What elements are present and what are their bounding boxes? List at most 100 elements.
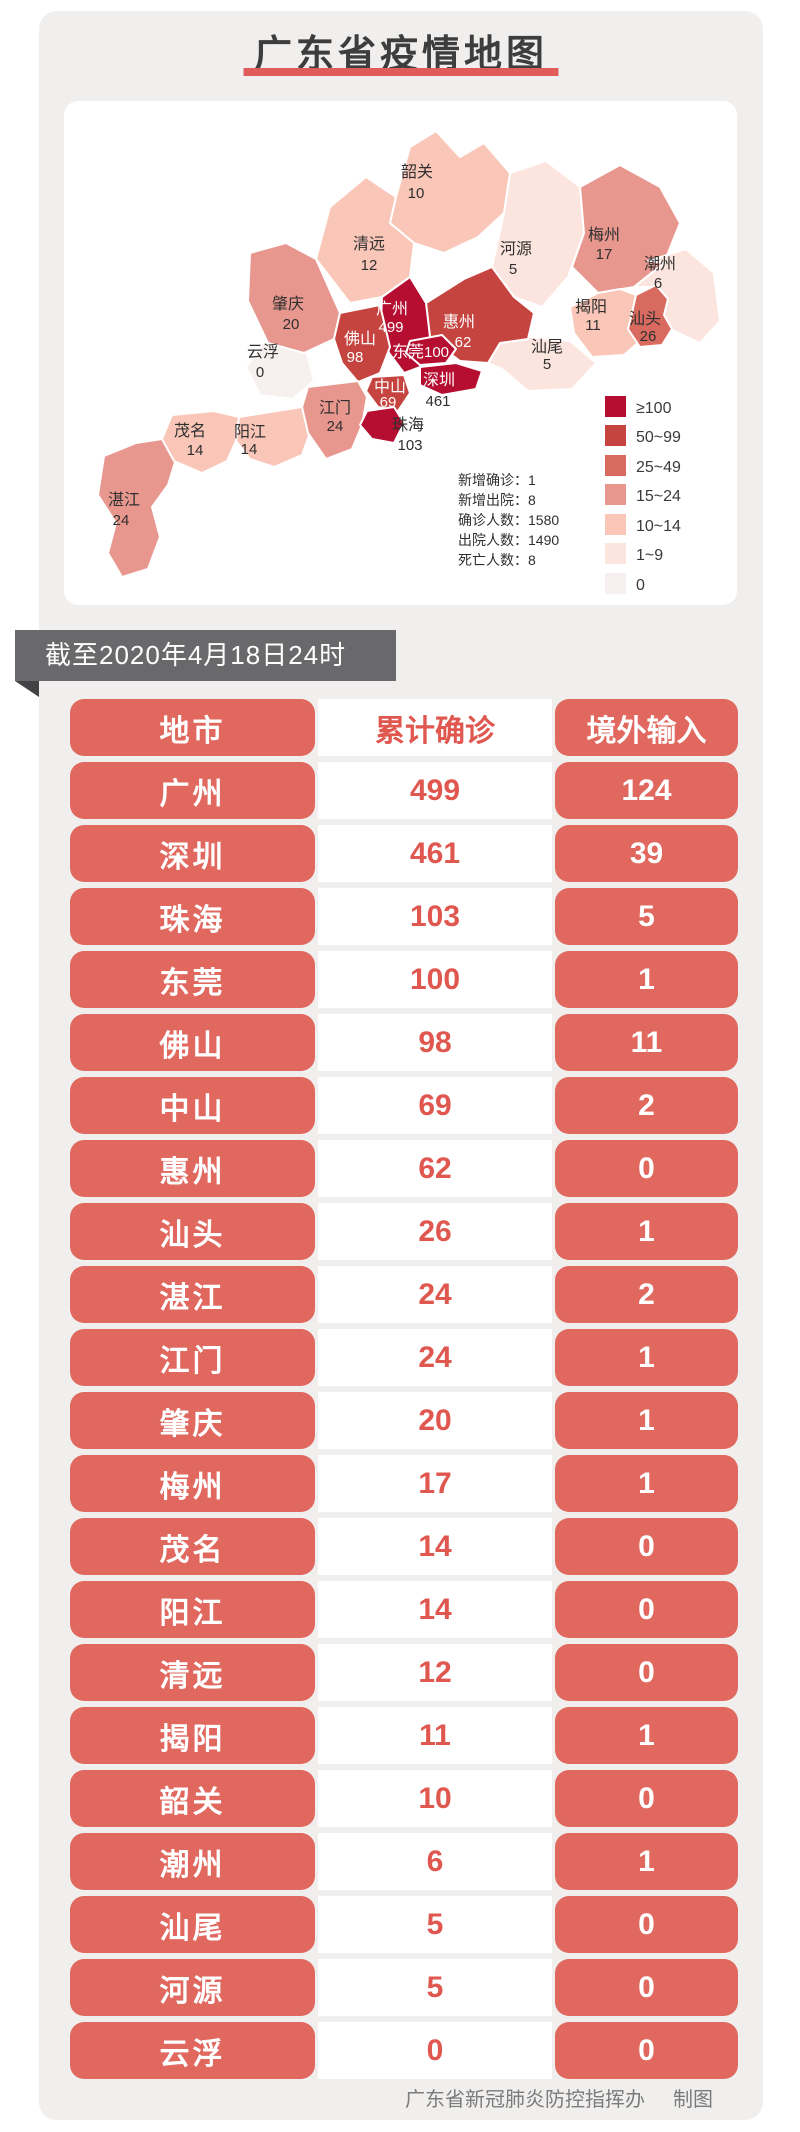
credit-line: 广东省新冠肺炎防控指挥办 制图 [39,2083,763,2112]
cell-city: 清远 [70,1644,315,1701]
cell-city: 惠州 [70,1140,315,1197]
cell-imported: 0 [555,1581,738,1638]
cell-confirmed: 5 [318,1896,552,1953]
legend-label: 25~49 [636,459,681,476]
map-value: 14 [241,441,258,458]
cell-imported: 5 [555,888,738,945]
map-value: 69 [380,394,397,411]
cell-confirmed: 499 [318,762,552,819]
legend-swatch [605,573,626,594]
cell-confirmed: 20 [318,1392,552,1449]
cell-imported: 1 [555,1203,738,1260]
table-row: 云浮 0 0 [70,2022,738,2079]
cell-confirmed: 6 [318,1833,552,1890]
cell-city: 河源 [70,1959,315,2016]
cell-city: 珠海 [70,888,315,945]
header-city: 地市 [70,699,315,756]
map-value: 26 [640,328,657,345]
map-label: 肇庆 [272,295,304,313]
map-label: 阳江 [234,423,266,441]
table-row: 清远 12 0 [70,1644,738,1701]
map-value: 0 [256,364,264,381]
cell-confirmed: 103 [318,888,552,945]
cell-imported: 1 [555,1392,738,1449]
legend-label: 50~99 [636,429,681,446]
map-value: 10 [408,185,425,202]
table-row: 湛江 24 2 [70,1266,738,1323]
cell-confirmed: 24 [318,1329,552,1386]
legend-swatch [605,425,626,446]
cell-imported: 0 [555,1518,738,1575]
map-value: 499 [378,319,403,336]
map-value: 62 [455,334,472,351]
map-region-shanwei [487,336,597,392]
legend-swatch [605,543,626,564]
table-row: 梅州 17 1 [70,1455,738,1512]
guangdong-choropleth-map: 韶关 10 清远 12 河源 5 梅州 17 潮州 6 揭阳 11 汕头 26 … [97,130,721,594]
table-row: 江门 24 1 [70,1329,738,1386]
cell-imported: 1 [555,1329,738,1386]
table-row: 惠州 62 0 [70,1140,738,1197]
map-value: 12 [361,257,378,274]
map-region-zhongshan [365,374,411,412]
map-label: 梅州 [588,226,620,244]
table-row: 汕头 26 1 [70,1203,738,1260]
cell-imported: 39 [555,825,738,882]
stat-total-discharged: 出院人数：1490 [458,532,559,548]
cell-imported: 2 [555,1077,738,1134]
map-region-jiangmen [301,380,368,460]
table-row: 韶关 10 0 [70,1770,738,1827]
map-label: 汕头 [629,310,661,328]
map-value: 461 [425,393,450,410]
cell-confirmed: 0 [318,2022,552,2079]
table-row: 揭阳 11 1 [70,1707,738,1764]
map-label: 广州 [376,300,408,318]
cell-city: 阳江 [70,1581,315,1638]
table-row: 佛山 98 11 [70,1014,738,1071]
table-row: 汕尾 5 0 [70,1896,738,1953]
cell-imported: 0 [555,1644,738,1701]
cell-confirmed: 5 [318,1959,552,2016]
map-region-dongguan [405,334,457,366]
table-row: 阳江 14 0 [70,1581,738,1638]
legend-swatch [605,514,626,535]
table-header-row: 地市 累计确诊 境外输入 [70,699,738,756]
map-value: 5 [509,261,517,278]
cell-city: 佛山 [70,1014,315,1071]
map-label: 韶关 [401,163,433,181]
map-value: 17 [596,246,613,263]
cell-city: 广州 [70,762,315,819]
map-region-shenzhen [419,362,483,396]
map-label: 珠海 [392,416,424,434]
header-imported: 境外输入 [555,699,738,756]
cell-imported: 0 [555,1896,738,1953]
table-row: 潮州 6 1 [70,1833,738,1890]
cell-confirmed: 461 [318,825,552,882]
cell-imported: 2 [555,1266,738,1323]
cell-confirmed: 17 [318,1455,552,1512]
cell-confirmed: 69 [318,1077,552,1134]
cell-confirmed: 12 [318,1644,552,1701]
cell-imported: 11 [555,1014,738,1071]
stat-new-discharged: 新增出院：8 [458,492,536,508]
cell-confirmed: 100 [318,951,552,1008]
map-panel: 韶关 10 清远 12 河源 5 梅州 17 潮州 6 揭阳 11 汕头 26 … [64,101,737,605]
map-label: 湛江 [108,491,140,509]
legend-label: ≥100 [636,400,672,417]
cell-city: 江门 [70,1329,315,1386]
legend-swatch [605,455,626,476]
stat-deaths: 死亡人数：8 [458,552,536,568]
cell-city: 梅州 [70,1455,315,1512]
cell-city: 肇庆 [70,1392,315,1449]
map-label: 汕尾 [531,338,563,356]
table-row: 河源 5 0 [70,1959,738,2016]
cell-city: 汕尾 [70,1896,315,1953]
cell-confirmed: 10 [318,1770,552,1827]
title-underline [243,68,559,76]
as-of-date-banner: 截至2020年4月18日24时 [15,630,396,681]
cell-imported: 1 [555,1707,738,1764]
table-row: 中山 69 2 [70,1077,738,1134]
credit-author: 制图 [673,2089,713,2111]
cell-confirmed: 11 [318,1707,552,1764]
table-row: 珠海 103 5 [70,888,738,945]
